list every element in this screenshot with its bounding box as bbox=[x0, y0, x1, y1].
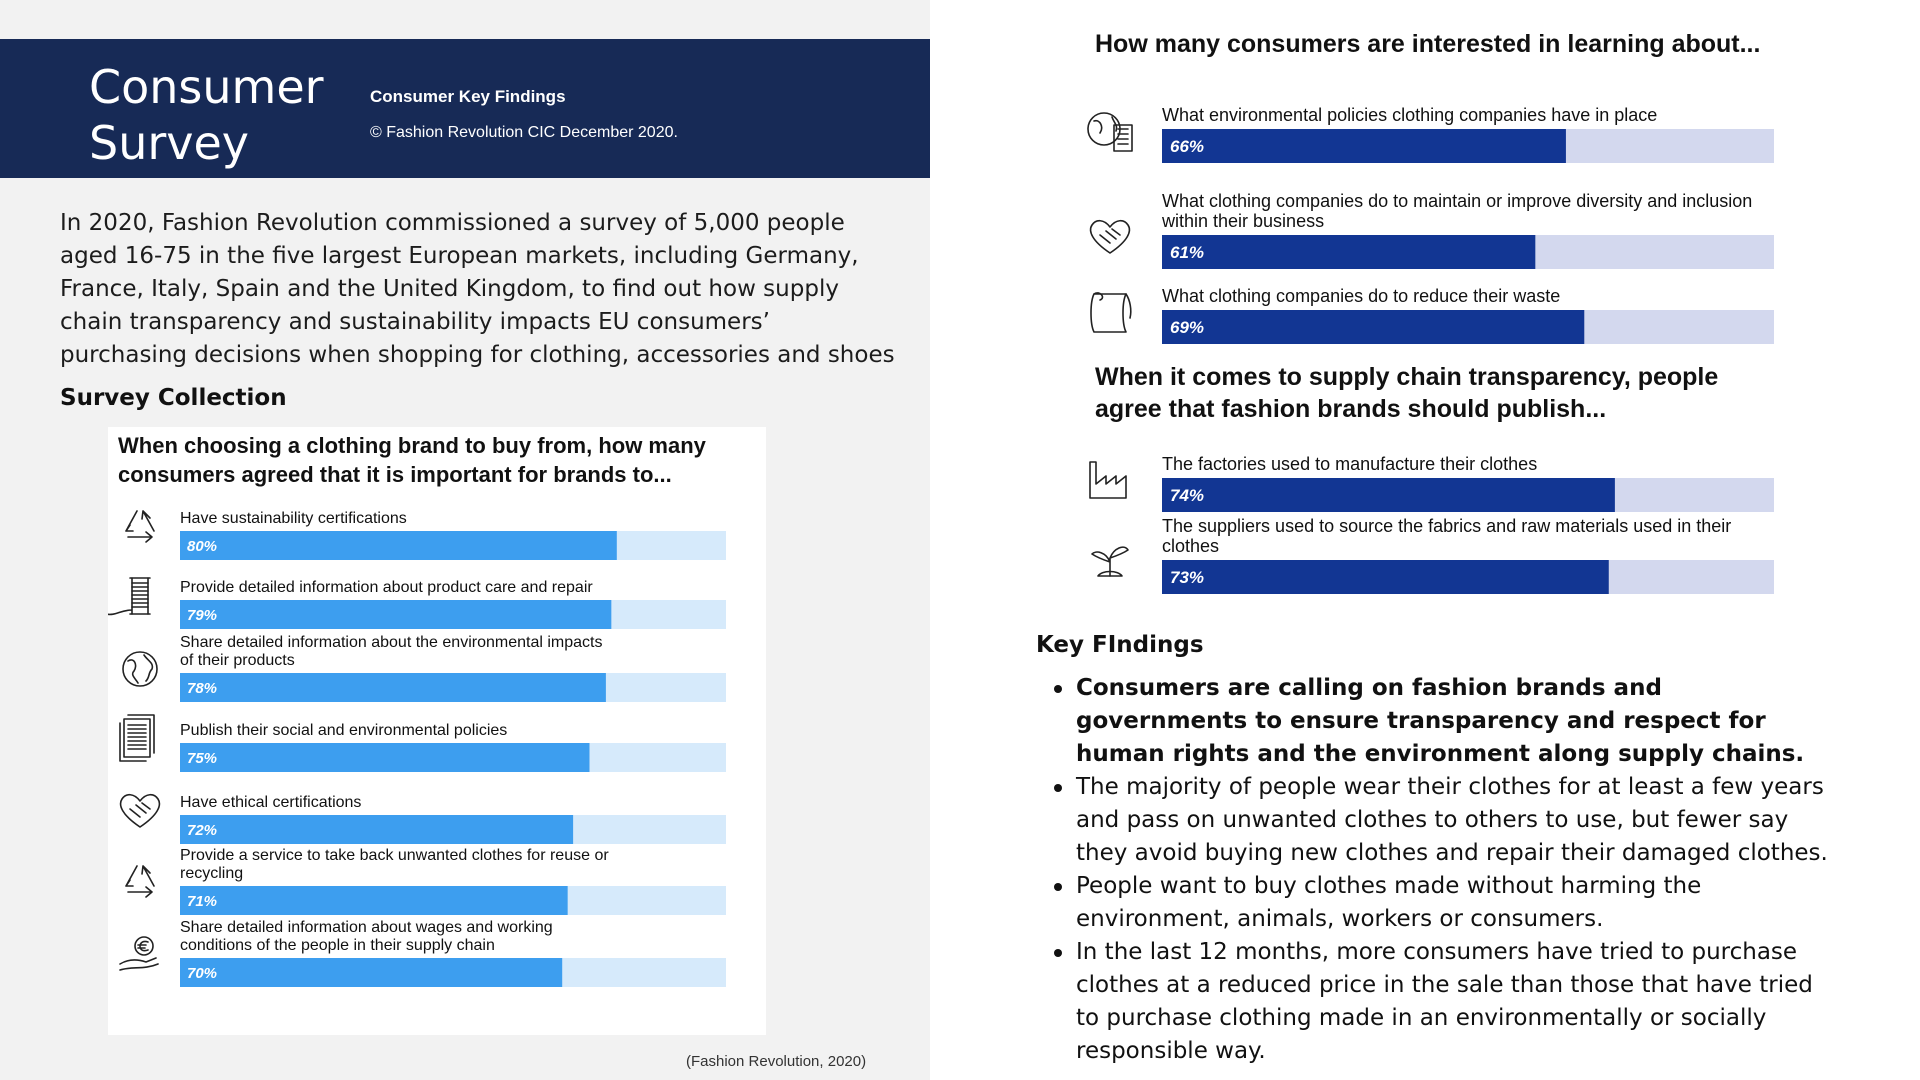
bar bbox=[1162, 129, 1566, 163]
bar-value-label: 69% bbox=[1170, 318, 1204, 337]
bar bbox=[180, 886, 568, 915]
chart-background bbox=[108, 427, 766, 1035]
bar-value-label: 72% bbox=[187, 822, 217, 839]
recycle-icon bbox=[125, 510, 155, 543]
bar bbox=[180, 531, 617, 560]
fabric-roll-icon bbox=[1090, 292, 1132, 333]
interest-chart-panel: How many consumers are interested in lea… bbox=[1080, 28, 1870, 613]
bar-value-label: 71% bbox=[187, 893, 217, 910]
bar-value-label: 80% bbox=[187, 538, 217, 555]
seedling-icon bbox=[1091, 546, 1129, 577]
intro-paragraph: In 2020, Fashion Revolution commissioned… bbox=[60, 210, 895, 368]
bar bbox=[1162, 235, 1536, 269]
handshake-heart-icon bbox=[1089, 219, 1131, 254]
bar bbox=[1162, 560, 1609, 594]
category-label: within their business bbox=[1161, 211, 1324, 231]
chart-title: agree that fashion brands should publish… bbox=[1095, 395, 1606, 423]
key-findings-heading: Key FIndings bbox=[1036, 632, 1204, 658]
category-label: clothes bbox=[1162, 536, 1219, 556]
key-finding-item: In the last 12 months, more consumers ha… bbox=[1054, 936, 1836, 1068]
bar bbox=[1162, 310, 1585, 344]
header-copyright: © Fashion Revolution CIC December 2020. bbox=[370, 124, 678, 141]
bar-value-label: 66% bbox=[1170, 137, 1204, 156]
page-title: Consumer Survey bbox=[89, 60, 324, 170]
bar-value-label: 75% bbox=[187, 750, 217, 767]
chart-title: When it comes to supply chain transparen… bbox=[1095, 363, 1718, 391]
recycle-icon bbox=[125, 865, 155, 898]
bar-value-label: 74% bbox=[1170, 486, 1204, 505]
bar bbox=[180, 673, 606, 702]
category-label: Share detailed information about wages a… bbox=[180, 919, 553, 936]
documents-icon bbox=[119, 714, 155, 762]
category-label: Have sustainability certifications bbox=[180, 510, 407, 527]
bar bbox=[180, 743, 590, 772]
survey-chart: When choosing a clothing brand to buy fr… bbox=[105, 427, 766, 1035]
category-label: The factories used to manufacture their … bbox=[1162, 454, 1537, 474]
bar bbox=[180, 815, 574, 844]
header-band: Consumer Survey Consumer Key Findings © … bbox=[0, 39, 930, 178]
category-label: What clothing companies do to maintain o… bbox=[1162, 191, 1752, 211]
globe-icon bbox=[122, 651, 158, 687]
interest-and-transparency-chart: How many consumers are interested in lea… bbox=[1087, 30, 1774, 594]
category-label: Provide a service to take back unwanted … bbox=[180, 847, 609, 864]
key-finding-item: People want to buy clothes made without … bbox=[1054, 870, 1836, 936]
category-label: conditions of the people in their supply… bbox=[180, 937, 495, 954]
euro-hand-icon bbox=[119, 936, 159, 971]
category-label: Have ethical certifications bbox=[180, 794, 361, 811]
chart-title: consumers agreed that it is important fo… bbox=[118, 462, 672, 487]
header-subtitle: Consumer Key Findings bbox=[370, 87, 566, 106]
bar-value-label: 79% bbox=[187, 607, 217, 624]
category-label: What clothing companies do to reduce the… bbox=[1162, 286, 1560, 306]
bar-value-label: 61% bbox=[1170, 243, 1204, 262]
bar bbox=[180, 600, 612, 629]
category-label: Publish their social and environmental p… bbox=[180, 722, 507, 739]
category-label: recycling bbox=[180, 865, 243, 882]
chart-title: When choosing a clothing brand to buy fr… bbox=[118, 433, 707, 458]
category-label: The suppliers used to source the fabrics… bbox=[1162, 516, 1731, 536]
chart-title: How many consumers are interested in lea… bbox=[1095, 30, 1760, 58]
source-note: (Fashion Revolution, 2020) bbox=[686, 1053, 867, 1070]
bar-value-label: 70% bbox=[187, 965, 217, 982]
handshake-heart-icon bbox=[119, 793, 161, 828]
bar bbox=[1162, 478, 1615, 512]
thread-spool-icon bbox=[105, 577, 151, 616]
bar bbox=[180, 958, 563, 987]
factory-icon bbox=[1089, 461, 1127, 499]
bar-value-label: 73% bbox=[1170, 568, 1204, 587]
key-finding-item: The majority of people wear their clothe… bbox=[1054, 771, 1836, 870]
bar-value-label: 78% bbox=[187, 680, 217, 697]
survey-chart-panel: When choosing a clothing brand to buy fr… bbox=[105, 427, 766, 1040]
survey-collection-heading: Survey Collection bbox=[60, 385, 287, 411]
category-label: What environmental policies clothing com… bbox=[1162, 105, 1657, 125]
key-findings-list: Consumers are calling on fashion brands … bbox=[1054, 672, 1836, 1068]
key-finding-item: Consumers are calling on fashion brands … bbox=[1054, 672, 1836, 771]
category-label: of their products bbox=[180, 652, 295, 669]
globe-documents-icon bbox=[1087, 112, 1133, 152]
category-label: Provide detailed information about produ… bbox=[180, 579, 593, 596]
category-label: Share detailed information about the env… bbox=[180, 634, 602, 651]
